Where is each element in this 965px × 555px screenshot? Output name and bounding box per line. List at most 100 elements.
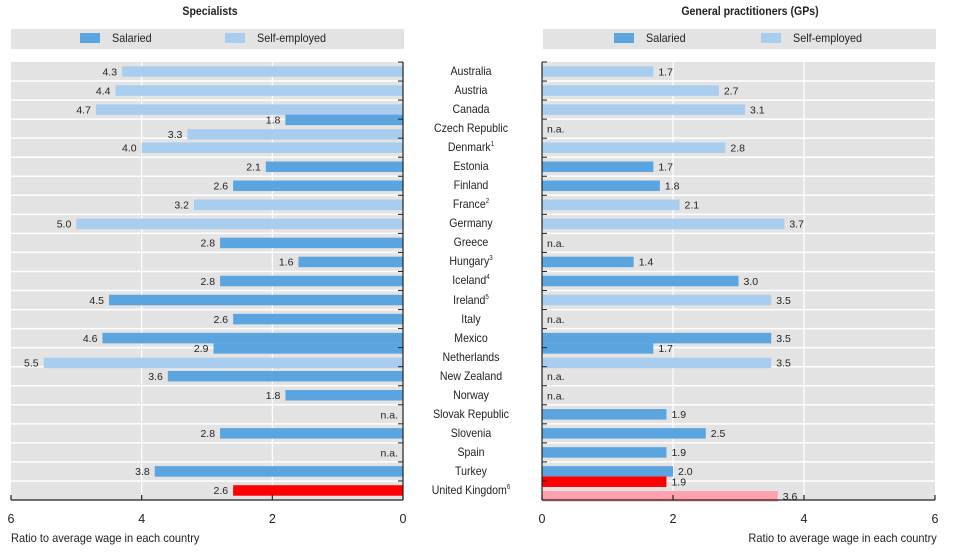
specialists-data-label-self-employed: 3.3 xyxy=(168,129,183,141)
country-label: Iceland4 xyxy=(414,273,528,287)
country-label: Canada xyxy=(414,102,528,116)
country-name: Hungary xyxy=(449,254,490,269)
gps-data-label-salaried: 2.0 xyxy=(678,466,693,478)
specialists-na-label: n.a. xyxy=(380,447,398,459)
country-name: Italy xyxy=(461,311,481,326)
country-name: France xyxy=(452,197,486,212)
gps-data-label-self-employed: 3.6 xyxy=(783,491,798,503)
country-name: New Zealand xyxy=(439,368,503,383)
specialists-data-label-salaried: 1.8 xyxy=(266,390,281,402)
specialists-bar-self-employed xyxy=(115,85,404,96)
country-label: Slovenia xyxy=(414,426,528,440)
footnote-marker: 2 xyxy=(485,198,490,206)
specialists-bar-self-employed xyxy=(95,104,403,115)
legend-item-salaried: Salaried xyxy=(614,31,690,45)
gps-data-label-salaried: 1.7 xyxy=(658,161,673,173)
gps-x-tick-label: 4 xyxy=(801,512,808,526)
country-label: Italy xyxy=(414,312,528,326)
specialists-bar-salaried xyxy=(233,313,403,325)
specialists-data-label-salaried: 2.8 xyxy=(200,428,215,440)
specialists-data-label-salaried: 3.8 xyxy=(135,466,150,478)
gps-bar-self-employed xyxy=(542,357,772,369)
specialists-na-label: n.a. xyxy=(380,409,398,421)
footnote-marker: 1 xyxy=(490,141,495,149)
specialists-x-axis-label: Ratio to average wage in each country xyxy=(11,531,200,545)
country-name: Denmark xyxy=(447,140,491,155)
specialists-data-label-self-employed: 4.7 xyxy=(76,104,91,116)
specialists-bar-salaried xyxy=(265,161,403,172)
gps-legend: Salaried Self-employed xyxy=(543,29,936,49)
country-label: Hungary3 xyxy=(414,254,528,268)
gps-data-label-self-employed: 3.1 xyxy=(750,104,765,116)
specialists-bar-salaried xyxy=(233,485,403,496)
specialists-legend: Salaried Self-employed xyxy=(11,29,404,49)
legend-item-self-employed: Self-employed xyxy=(761,31,870,45)
specialists-title: Specialists xyxy=(182,4,238,18)
country-name: Canada xyxy=(452,102,490,117)
specialists-data-label-salaried: 2.6 xyxy=(214,314,229,326)
gps-bar-self-employed xyxy=(542,218,785,230)
gps-na-label: n.a. xyxy=(547,124,565,136)
gps-bar-salaried xyxy=(542,409,667,420)
country-name: Mexico xyxy=(454,330,488,345)
legend-label-salaried: Salaried xyxy=(112,31,152,45)
specialists-bar-salaried xyxy=(285,114,403,126)
country-label: Estonia xyxy=(414,159,528,173)
gps-bar-salaried xyxy=(542,343,654,354)
legend-item-self-employed: Self-employed xyxy=(225,31,334,45)
specialists-bar-self-employed xyxy=(122,66,404,77)
gps-bar-self-employed xyxy=(542,199,680,211)
specialists-bar-salaried xyxy=(220,237,403,249)
country-name: Slovenia xyxy=(450,425,492,440)
gps-data-label-self-employed: 3.5 xyxy=(776,295,791,307)
country-name: United Kingdom xyxy=(431,482,507,497)
footnote-marker: 4 xyxy=(486,274,490,282)
country-label: Austria xyxy=(414,83,528,97)
country-name: Germany xyxy=(449,216,493,231)
gps-x-tick-label: 2 xyxy=(670,512,677,526)
country-label: New Zealand xyxy=(414,369,528,383)
country-name: Netherlands xyxy=(442,349,500,364)
country-label: United Kingdom6 xyxy=(414,483,528,497)
gps-data-label-salaried: 1.8 xyxy=(665,181,680,193)
country-label: Ireland5 xyxy=(414,293,528,307)
specialists-x-tick-label: 6 xyxy=(8,512,15,526)
gps-data-label-self-employed: 2.7 xyxy=(724,85,739,97)
specialists-bar-salaried xyxy=(298,256,403,268)
specialists-bar-salaried xyxy=(213,343,403,354)
country-label: Denmark1 xyxy=(414,140,528,154)
gps-data-label-self-employed: 2.1 xyxy=(685,200,700,212)
specialists-data-label-self-employed: 5.5 xyxy=(24,358,39,370)
specialists-x-tick-label: 4 xyxy=(138,512,145,526)
specialists-data-label-salaried: 2.6 xyxy=(214,485,229,497)
specialists-data-label-self-employed: 5.0 xyxy=(57,219,72,231)
gps-data-label-salaried: 1.9 xyxy=(671,409,686,421)
gps-data-label-salaried: 1.4 xyxy=(639,257,654,269)
gps-data-label-salaried: 1.9 xyxy=(671,447,686,459)
gps-data-label-salaried: 3.0 xyxy=(744,276,759,288)
gps-x-axis-label: Ratio to average wage in each country xyxy=(748,531,937,545)
specialists-data-label-salaried: 2.8 xyxy=(200,238,215,250)
specialists-data-label-salaried: 2.1 xyxy=(246,161,261,173)
gps-na-label: n.a. xyxy=(547,390,565,402)
gps-x-tick-label: 6 xyxy=(932,512,939,526)
country-name: Turkey xyxy=(455,463,487,478)
country-name: Finland xyxy=(453,178,489,193)
legend-swatch-salaried xyxy=(80,33,100,43)
gps-bar-salaried xyxy=(542,180,660,192)
specialists-bar-self-employed xyxy=(76,218,403,230)
country-label: Greece xyxy=(414,235,528,249)
country-label: Mexico xyxy=(414,331,528,345)
gps-bar-salaried xyxy=(542,161,654,172)
gps-data-label-salaried: 2.5 xyxy=(711,428,726,440)
gps-bar-self-employed xyxy=(542,294,772,306)
specialists-data-label-self-employed: 4.4 xyxy=(96,85,111,97)
specialists-bar-salaried xyxy=(233,180,403,192)
country-name: Czech Republic xyxy=(434,121,508,136)
country-label: Australia xyxy=(414,64,528,78)
gps-data-label-salaried: 3.5 xyxy=(776,333,791,345)
specialists-bar-salaried xyxy=(167,370,403,382)
legend-label-salaried: Salaried xyxy=(646,31,686,45)
legend-swatch-self-employed xyxy=(225,33,245,43)
